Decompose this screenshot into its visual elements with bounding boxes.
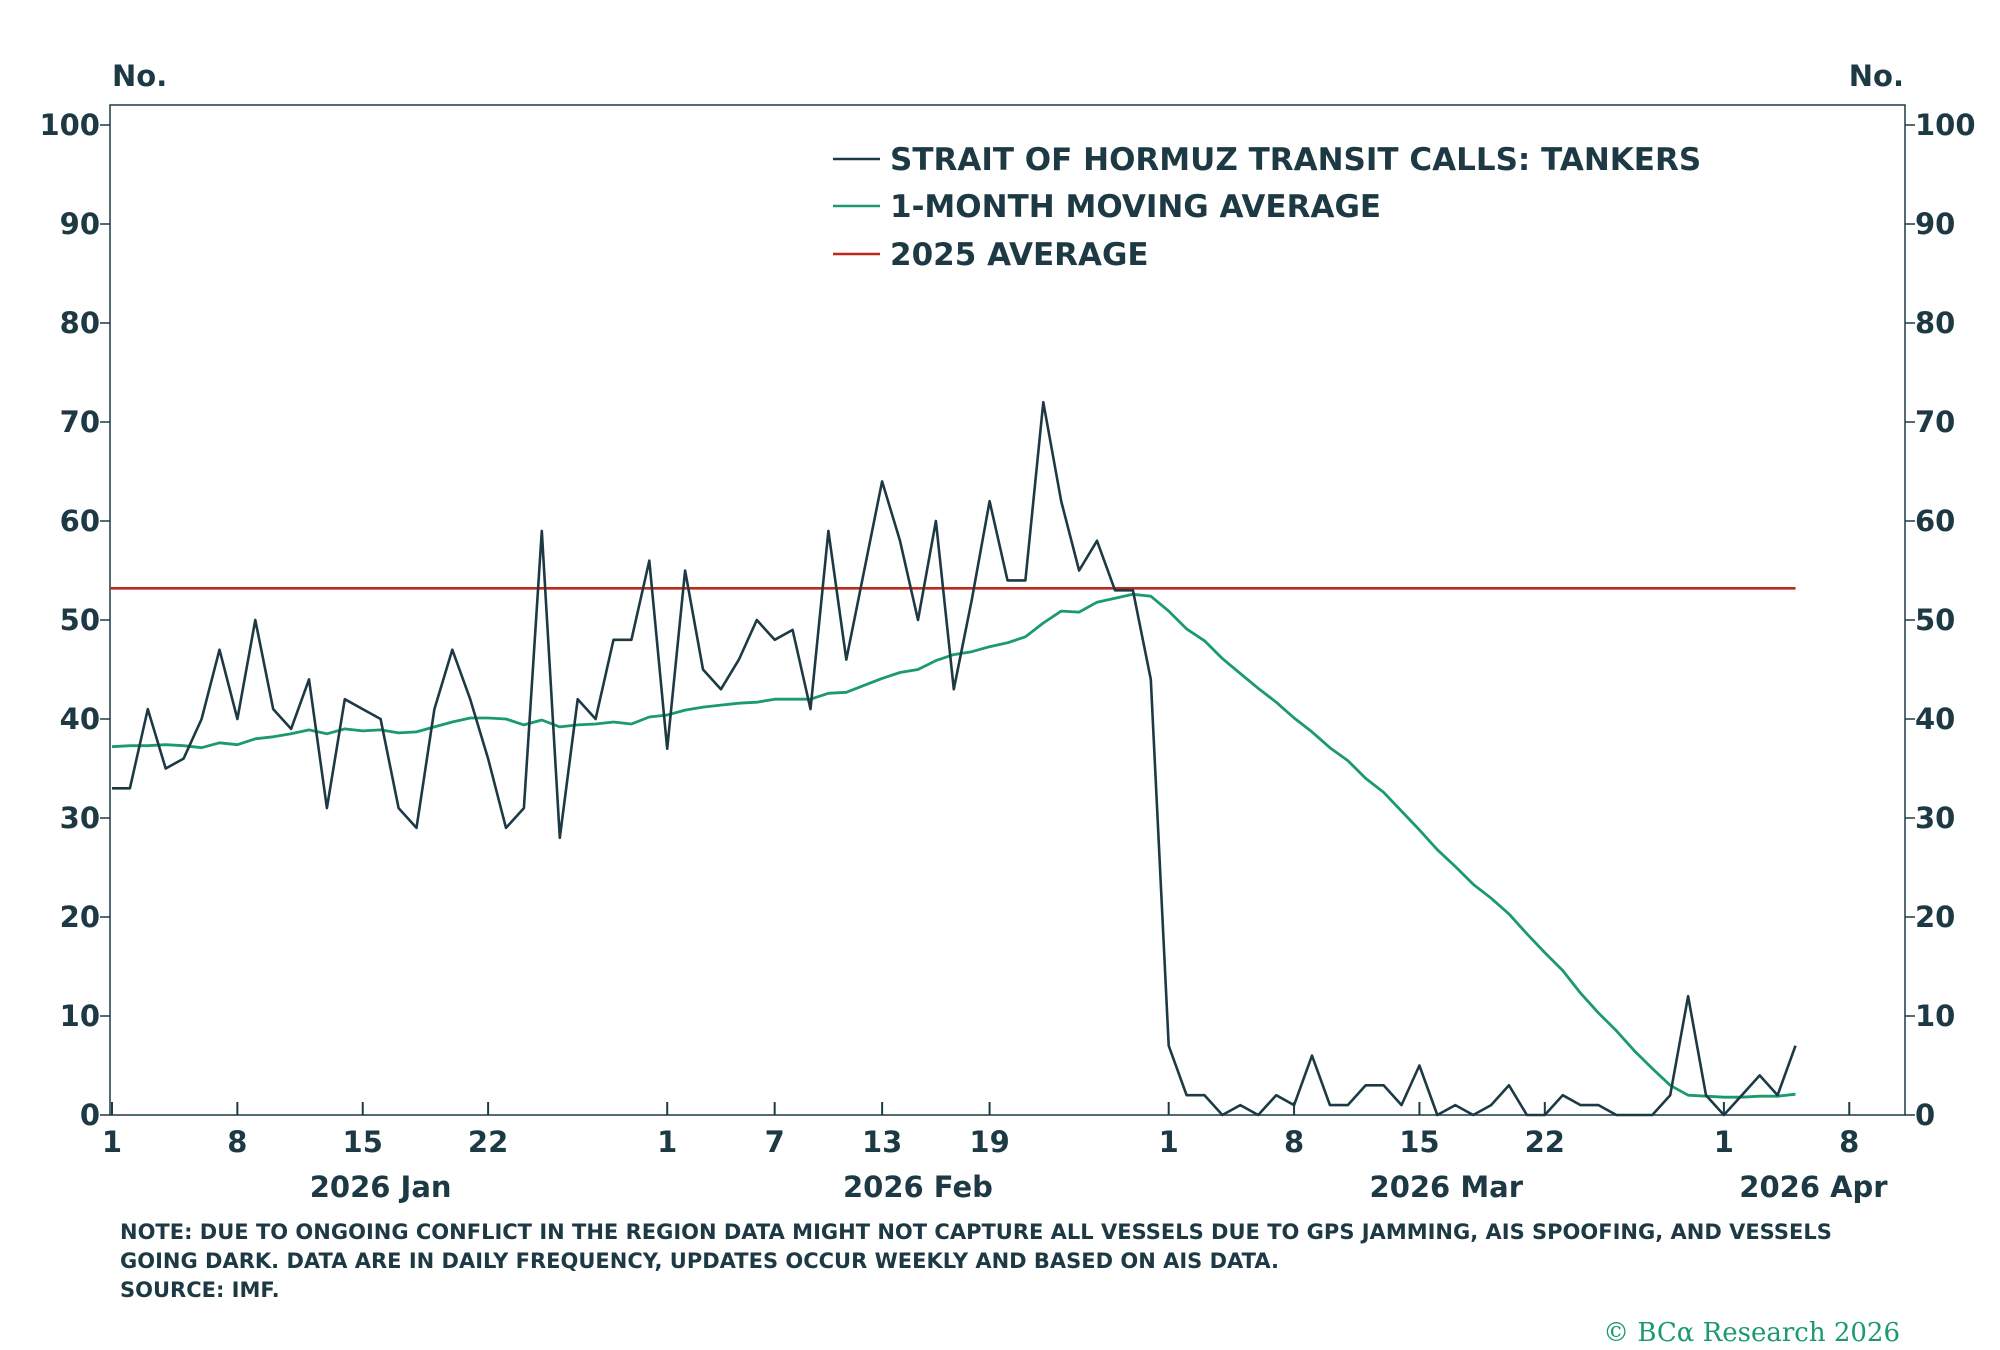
x-month-label: 2026 Mar bbox=[1370, 1170, 1524, 1204]
y-tick-label-left: 40 bbox=[60, 702, 100, 736]
legend-label-tanker-calls: STRAIT OF HORMUZ TRANSIT CALLS: TANKERS bbox=[890, 142, 1701, 178]
x-tick-label: 1 bbox=[657, 1125, 677, 1159]
y-tick-label-left: 90 bbox=[60, 207, 100, 241]
x-tick-label: 8 bbox=[227, 1125, 247, 1159]
series-moving-average-line bbox=[111, 592, 1796, 1099]
y-tick-label-left: 100 bbox=[39, 108, 100, 142]
legend: STRAIT OF HORMUZ TRANSIT CALLS: TANKERS … bbox=[833, 142, 1701, 273]
y-tick-label-left: 20 bbox=[60, 900, 100, 934]
y-tick-label-right: 0 bbox=[1915, 1098, 1935, 1132]
y-tick-label-right: 60 bbox=[1915, 504, 1955, 538]
left-axis-unit: No. bbox=[112, 59, 167, 93]
x-tick-label: 8 bbox=[1839, 1125, 1859, 1159]
x-month-label: 2026 Jan bbox=[310, 1170, 452, 1204]
y-tick-label-right: 10 bbox=[1915, 999, 1955, 1033]
x-month-label: 2026 Apr bbox=[1739, 1170, 1888, 1204]
y-tick-label-right: 50 bbox=[1915, 603, 1955, 637]
x-month-label: 2026 Feb bbox=[843, 1170, 993, 1204]
x-tick-label: 22 bbox=[468, 1125, 508, 1159]
y-tick-label-right: 20 bbox=[1915, 900, 1955, 934]
y-tick-label-right: 100 bbox=[1915, 108, 1976, 142]
legend-label-2025-average: 2025 AVERAGE bbox=[890, 237, 1149, 273]
y-tick-label-left: 70 bbox=[60, 405, 100, 439]
x-tick-label: 1 bbox=[1159, 1125, 1179, 1159]
y-tick-label-left: 80 bbox=[60, 306, 100, 340]
y-tick-label-right: 80 bbox=[1915, 306, 1955, 340]
x-tick-label: 1 bbox=[1714, 1125, 1734, 1159]
right-axis-unit: No. bbox=[1849, 59, 1904, 93]
y-tick-label-right: 90 bbox=[1915, 207, 1955, 241]
x-axis-ticks: 1 8 15 22 1 7 13 19 1 8 15 22 1 8 2026 Jan 2026 Feb 2026… bbox=[102, 1102, 1888, 1204]
x-tick-label: 15 bbox=[343, 1125, 383, 1159]
y-tick-label-right: 30 bbox=[1915, 801, 1955, 835]
y-tick-label-left: 10 bbox=[60, 999, 100, 1033]
y-tick-label-left: 30 bbox=[60, 801, 100, 835]
x-tick-label: 13 bbox=[862, 1125, 902, 1159]
series-layer bbox=[111, 400, 1797, 1117]
legend-label-moving-average: 1-MONTH MOVING AVERAGE bbox=[890, 189, 1381, 225]
chart-notes: NOTE: DUE TO ONGOING CONFLICT IN THE REG… bbox=[120, 1218, 1880, 1305]
plot-frame bbox=[109, 104, 1906, 1116]
y-tick-label-left: 60 bbox=[60, 504, 100, 538]
x-tick-label: 8 bbox=[1284, 1125, 1304, 1159]
source-text: SOURCE: IMF. bbox=[120, 1278, 280, 1302]
x-tick-label: 15 bbox=[1399, 1125, 1439, 1159]
x-tick-label: 1 bbox=[102, 1125, 122, 1159]
note-text: NOTE: DUE TO ONGOING CONFLICT IN THE REG… bbox=[120, 1220, 1832, 1273]
y-tick-label-right: 70 bbox=[1915, 405, 1955, 439]
x-tick-label: 22 bbox=[1525, 1125, 1565, 1159]
y-tick-label-right: 40 bbox=[1915, 702, 1955, 736]
y-tick-label-left: 50 bbox=[60, 603, 100, 637]
x-tick-label: 19 bbox=[969, 1125, 1009, 1159]
x-tick-label: 7 bbox=[765, 1125, 785, 1159]
y-tick-label-left: 0 bbox=[80, 1098, 100, 1132]
copyright-footer: © BCα Research 2026 bbox=[1603, 1318, 1900, 1348]
series-tanker-calls-line bbox=[112, 400, 1797, 1117]
y-axis-ticks: 0 0 10 10 20 20 30 30 40 40 50 50 60 60 70 70 80 80 90 90 10… bbox=[39, 108, 1975, 1132]
